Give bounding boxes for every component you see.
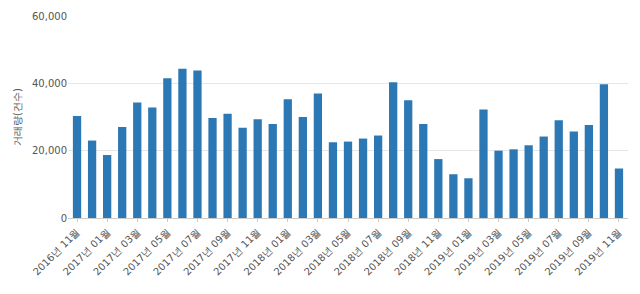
svg-text:2018년 01월: 2018년 01월 (242, 226, 293, 277)
svg-text:2019년 05월: 2019년 05월 (482, 226, 533, 277)
svg-text:2017년 01월: 2017년 01월 (61, 226, 112, 277)
svg-text:2017년 05월: 2017년 05월 (121, 226, 172, 277)
svg-text:2017년 11월: 2017년 11월 (211, 226, 262, 277)
svg-text:2018년 05월: 2018년 05월 (302, 226, 353, 277)
svg-text:2017년 09월: 2017년 09월 (181, 226, 232, 277)
svg-text:2018년 07월: 2018년 07월 (332, 226, 383, 277)
svg-text:2017년 07월: 2017년 07월 (151, 226, 202, 277)
svg-text:2019년 03월: 2019년 03월 (452, 226, 503, 277)
svg-text:2019년 07월: 2019년 07월 (513, 226, 564, 277)
svg-text:2018년 09월: 2018년 09월 (362, 226, 413, 277)
svg-text:2019년 01월: 2019년 01월 (422, 226, 473, 277)
svg-text:2019년 09월: 2019년 09월 (543, 226, 594, 277)
svg-text:2018년 03월: 2018년 03월 (272, 226, 323, 277)
svg-text:60,000: 60,000 (32, 11, 67, 22)
svg-text:2019년 11월: 2019년 11월 (573, 226, 624, 277)
svg-text:거래량(건수): 거래량(건수) (12, 88, 23, 146)
svg-text:2016년 11월: 2016년 11월 (31, 226, 82, 277)
svg-text:2017년 03월: 2017년 03월 (91, 226, 142, 277)
svg-text:20,000: 20,000 (32, 145, 67, 156)
svg-text:2018년 11월: 2018년 11월 (392, 226, 443, 277)
svg-text:40,000: 40,000 (32, 78, 67, 89)
svg-text:0: 0 (61, 213, 67, 224)
